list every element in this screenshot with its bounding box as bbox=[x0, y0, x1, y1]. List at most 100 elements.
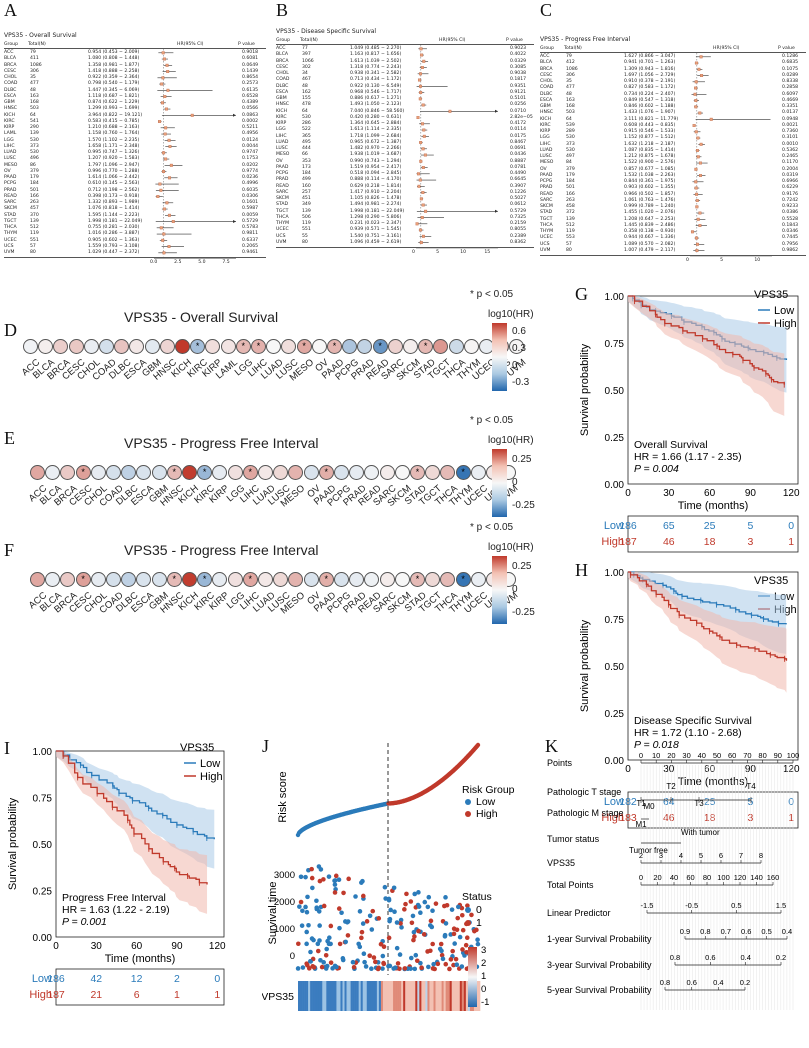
forest-pvalue: 0.8055 bbox=[510, 227, 527, 233]
forest-row: LIHC 373 1.632 (1.218 − 2.187) 0.0010 bbox=[540, 142, 806, 148]
colorbar-tick: -0.3 bbox=[512, 376, 530, 388]
expression-heat-cell bbox=[368, 981, 372, 1011]
survival-time-point bbox=[367, 953, 373, 958]
forest-row: LUSC 497 1.212 (0.875 − 1.678) 0.2465 bbox=[540, 154, 806, 160]
bubble-circle bbox=[30, 465, 45, 480]
hr-point bbox=[695, 192, 699, 196]
expression-heat-cell bbox=[378, 981, 382, 1011]
survival-time-point bbox=[412, 934, 417, 939]
survival-time-point bbox=[304, 909, 310, 915]
forest-pvalue: 0.0649 bbox=[242, 62, 259, 68]
expression-heat-cell bbox=[463, 981, 467, 1011]
forest-hr: 1.447 (0.345 − 6.069) bbox=[88, 87, 140, 93]
forest-hr: 0.755 (0.281 − 2.030) bbox=[88, 225, 140, 230]
forest-hr: 1.540 (0.751 − 3.161) bbox=[350, 233, 402, 239]
forest-marks bbox=[154, 49, 236, 259]
forest-total: 48 bbox=[566, 91, 572, 97]
forest-row: PAAD 179 1.614 (1.066 − 2.442) 0.0236 bbox=[4, 175, 266, 181]
survival-time-point bbox=[443, 921, 449, 926]
forest-pvalue: 0.5987 bbox=[242, 206, 259, 212]
bubble-circle bbox=[470, 572, 486, 587]
expression-heat-cell bbox=[451, 981, 455, 1011]
hr-point bbox=[419, 228, 422, 232]
forest-hr: 0.996 (0.770 − 1.288) bbox=[88, 168, 140, 174]
km-ylabel: Survival probability bbox=[579, 343, 591, 436]
nomogram-row-label: 5-year Survival Probability bbox=[547, 985, 652, 995]
expression-heat-cell bbox=[314, 981, 317, 1011]
nomogram-tick-label: 5 bbox=[699, 851, 703, 860]
nomogram-row-label: Pathologic T stage bbox=[547, 787, 621, 797]
expression-heat-cell bbox=[465, 981, 469, 1011]
forest-row: DLBC 48 0.734 (0.224 − 2.407) 0.6097 bbox=[540, 92, 806, 98]
forest-group: THYM bbox=[4, 231, 18, 237]
forest-group: CHOL bbox=[540, 79, 553, 84]
risk-table-label: High bbox=[29, 989, 52, 1001]
nomogram-tick-label: 50 bbox=[713, 751, 721, 760]
survival-time-point bbox=[305, 894, 310, 900]
forest-tick: 5 bbox=[720, 258, 724, 263]
forest-hr: 0.713 (0.434 − 1.172) bbox=[350, 77, 402, 83]
forest-total: 353 bbox=[302, 158, 311, 164]
expression-heat-cell bbox=[449, 981, 453, 1011]
bubble-circle bbox=[212, 572, 228, 587]
bubble-circle: * bbox=[327, 339, 342, 354]
forest-row: COAD 477 0.827 (0.583 − 1.172) 0.2858 bbox=[540, 85, 806, 91]
forest-total: 451 bbox=[302, 196, 311, 201]
forest-group: UVM bbox=[4, 250, 15, 255]
expression-heat-cell bbox=[411, 981, 414, 1011]
bubble-circle bbox=[349, 465, 365, 480]
forest-row: OV 353 0.990 (0.743 − 1.294) 0.8887 bbox=[276, 159, 534, 165]
survival-time-point bbox=[315, 941, 321, 947]
forest-group: LUAD bbox=[4, 150, 17, 155]
nomogram-row-label: Tumor status bbox=[547, 834, 600, 844]
forest-title: VPS35 - Overall Survival bbox=[4, 32, 77, 39]
forest-group: LUAD bbox=[276, 139, 289, 145]
bubble-circle bbox=[303, 465, 319, 480]
expression-heat-cell bbox=[328, 981, 331, 1011]
forest-tick: 0.0 bbox=[150, 260, 158, 266]
nomogram-tick-label: 7 bbox=[739, 851, 743, 860]
forest-pvalue: 0.4956 bbox=[242, 131, 259, 137]
nomogram-tick-label: 0.5 bbox=[731, 901, 741, 910]
km-frame bbox=[55, 750, 225, 938]
forest-pvalue: 0.9351 bbox=[510, 83, 527, 89]
forest-total: 139 bbox=[30, 131, 39, 137]
forest-group: THCA bbox=[540, 222, 553, 228]
nomogram-tick-label: 0.5 bbox=[761, 927, 771, 936]
forest-rule bbox=[276, 44, 534, 45]
forest-pvalue: 0.1601 bbox=[242, 200, 259, 205]
nomogram-level: T2 bbox=[666, 782, 676, 791]
forest-hr: 0.610 (0.145 − 2.563) bbox=[88, 181, 140, 187]
expression-heat-cell bbox=[405, 981, 408, 1011]
forest-total: 80 bbox=[30, 250, 36, 255]
forest-pvalue: 0.5783 bbox=[242, 225, 259, 230]
panel-letter-k: K bbox=[545, 736, 558, 756]
forest-group: TGCT bbox=[276, 208, 289, 214]
forest-total: 467 bbox=[302, 77, 311, 83]
hr-point bbox=[692, 124, 696, 127]
forest-hr: 1.519 (0.954 − 2.417) bbox=[350, 164, 402, 170]
forest-group: LIHC bbox=[4, 143, 15, 149]
km-plot-h: VPS35LowHigh1.000.750.500.250.0003060901… bbox=[579, 568, 800, 829]
survival-time-point bbox=[339, 910, 344, 916]
bubble-circle bbox=[440, 465, 456, 480]
risk-table-count: 18 bbox=[704, 536, 716, 548]
forest-pvalue: 0.7445 bbox=[782, 235, 799, 241]
forest-group: KIRP bbox=[4, 125, 15, 130]
forest-group: DLBC bbox=[276, 83, 289, 89]
bubble-circle bbox=[334, 572, 349, 587]
colorbar-title: log10(HR) bbox=[488, 309, 534, 320]
forest-hr: 0.954 (0.453 − 2.009) bbox=[88, 50, 140, 55]
forest-total: 184 bbox=[566, 179, 575, 184]
hr-point bbox=[422, 134, 426, 138]
survival-time-point bbox=[454, 962, 460, 967]
forest-total: 48 bbox=[30, 87, 36, 93]
bubble-circle bbox=[60, 465, 76, 480]
forest-group: PAAD bbox=[276, 164, 289, 170]
km-p: P = 0.004 bbox=[634, 463, 679, 475]
forest-row: KICH 64 3.964 (0.822 − 19.121) 0.0863 bbox=[4, 113, 266, 119]
hr-point bbox=[165, 107, 168, 111]
risk-table-frame bbox=[627, 791, 799, 829]
forest-pvalue: 0.5362 bbox=[782, 147, 799, 153]
forest-hr: 1.318 (0.774 − 2.243) bbox=[350, 64, 402, 70]
